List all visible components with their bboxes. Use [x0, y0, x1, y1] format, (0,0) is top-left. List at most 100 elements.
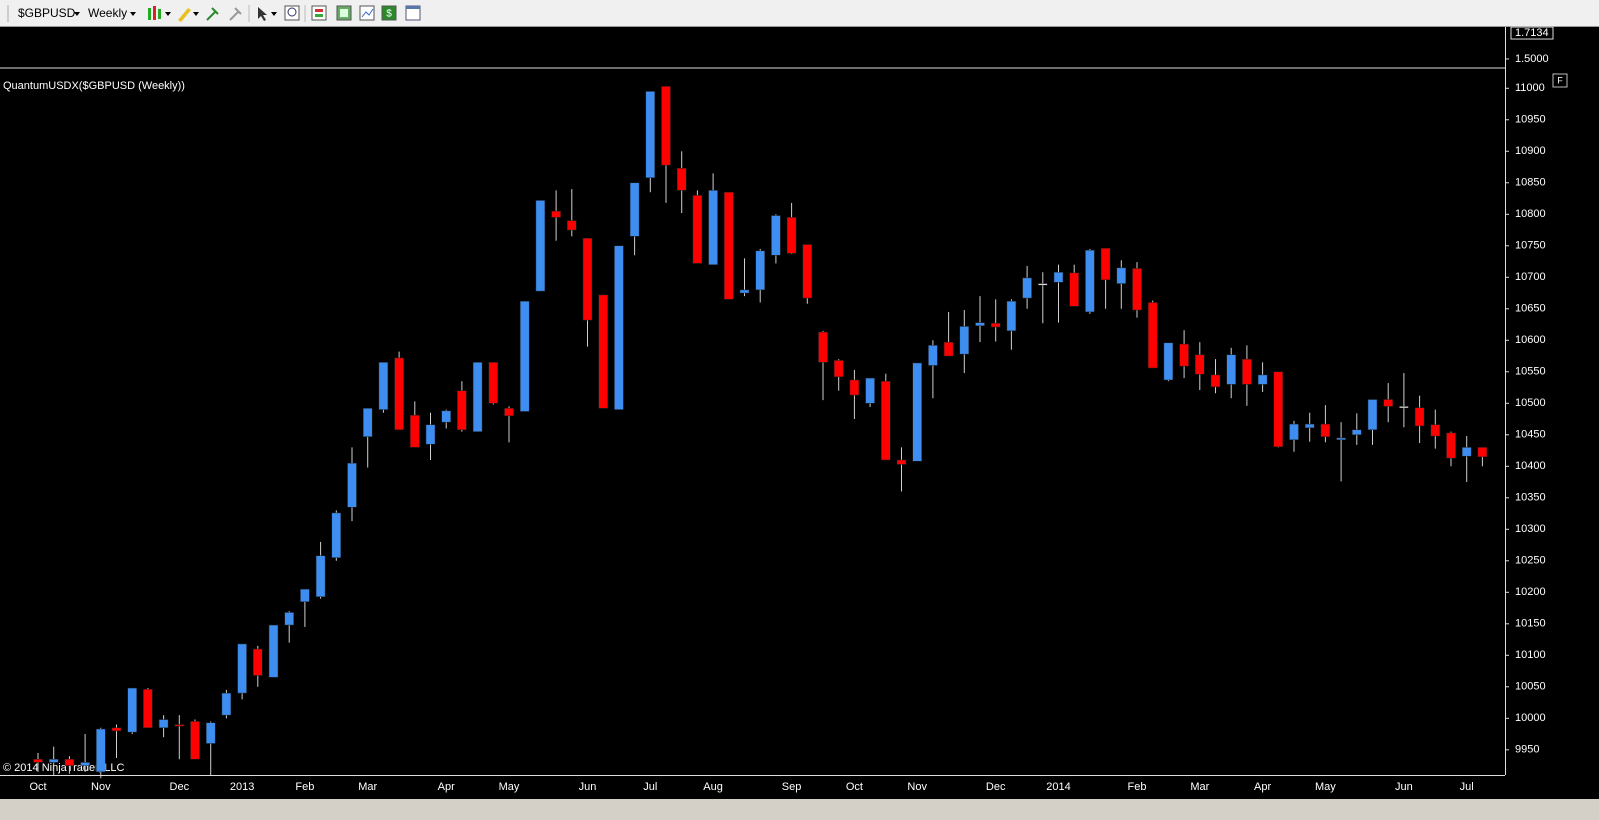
remove-indicator-button[interactable]: [229, 7, 242, 21]
candle-body: [519, 300, 530, 412]
candle-body: [1038, 283, 1048, 286]
order-button[interactable]: $: [381, 5, 397, 21]
y-tick-label: 10550: [1515, 366, 1546, 378]
candle-body: [786, 217, 797, 254]
y-tick-label: 10000: [1515, 712, 1546, 724]
candle-body: [645, 91, 656, 178]
candle-body: [111, 727, 122, 732]
x-tick-label: 2013: [230, 781, 254, 793]
pointer-button[interactable]: [258, 7, 277, 21]
x-tick-label: Oct: [29, 781, 46, 793]
y-tick-label: 10300: [1515, 523, 1546, 535]
candle-body: [1195, 354, 1205, 375]
candle-body: [567, 220, 577, 231]
candle-body: [912, 362, 922, 462]
y-tick-label: 10200: [1515, 586, 1546, 598]
candle-body: [865, 377, 875, 404]
candle-body: [80, 762, 90, 766]
price-marker-label: 1.7134: [1515, 27, 1549, 39]
candle-body: [1210, 374, 1221, 388]
add-indicator-button[interactable]: [206, 7, 219, 21]
drawing-tool-button[interactable]: [178, 8, 199, 22]
x-tick-label: Dec: [170, 781, 190, 793]
zoom-button[interactable]: [284, 5, 300, 21]
template-button[interactable]: [359, 5, 375, 21]
candle-body: [1383, 399, 1393, 407]
x-tick-label: Oct: [846, 781, 863, 793]
candle-body: [1179, 343, 1189, 367]
chart-title: QuantumUSDX($GBPUSD (Weekly)): [3, 80, 185, 92]
candle-body: [488, 362, 499, 404]
candle-body: [190, 721, 200, 760]
candle-body: [221, 692, 232, 716]
candle-body: [1006, 300, 1017, 332]
candle-body: [849, 379, 860, 396]
interval-selector[interactable]: Weekly: [88, 6, 127, 20]
candle-body: [1414, 407, 1425, 427]
candle-body: [315, 555, 326, 597]
candle-body: [990, 323, 1001, 328]
y-tick-label: 10100: [1515, 649, 1546, 661]
svg-text:$: $: [386, 9, 392, 20]
candle-body: [881, 380, 891, 461]
candle-body: [1053, 271, 1064, 283]
candle-body: [410, 415, 420, 448]
candle-body: [237, 643, 247, 694]
candle-body: [1085, 249, 1095, 313]
x-tick-label: Dec: [986, 781, 1006, 793]
candle-body: [535, 200, 546, 292]
candle-body: [1226, 354, 1236, 385]
candle-body: [1132, 268, 1142, 311]
candle-body: [661, 86, 671, 166]
candle-body: [33, 758, 43, 763]
pane-button-label[interactable]: F: [1557, 75, 1563, 85]
candle-body: [378, 362, 389, 410]
chart-style-button[interactable]: [148, 6, 171, 20]
x-tick-label: Jul: [1460, 781, 1474, 793]
candle-body: [1446, 432, 1456, 459]
pane-button[interactable]: [1552, 73, 1568, 88]
y-tick-label: 11000: [1515, 82, 1545, 94]
candle-body: [457, 390, 467, 430]
y-tick-label: 10150: [1515, 618, 1546, 630]
properties-button[interactable]: [336, 5, 352, 21]
x-tick-label: 2014: [1046, 781, 1070, 793]
y-tick-label: 10600: [1515, 334, 1546, 346]
data-box-button[interactable]: [311, 5, 327, 21]
candle-body: [614, 245, 624, 410]
candle-body: [1069, 272, 1079, 307]
instrument-selector[interactable]: $GBPUSD: [18, 6, 76, 20]
candle-body: [928, 345, 938, 366]
y-tick-label: 10700: [1515, 271, 1546, 283]
candle-body: [1100, 248, 1111, 281]
candle-body: [64, 758, 75, 766]
y-tick-label: 10650: [1515, 303, 1546, 315]
window-button[interactable]: [405, 5, 421, 21]
dropdown-arrow[interactable]: [130, 12, 136, 16]
candle-body: [582, 237, 593, 321]
x-tick-label: Nov: [91, 781, 111, 793]
candle-body: [1147, 302, 1158, 369]
candle-body: [692, 195, 703, 264]
candle-body: [1273, 371, 1284, 448]
candle-body: [1399, 406, 1409, 409]
candle-body: [724, 191, 734, 300]
candle-body: [504, 408, 514, 417]
x-tick-label: Jun: [579, 781, 597, 793]
candle-body: [253, 648, 263, 676]
candle-body: [362, 408, 373, 437]
candle-body: [802, 244, 813, 299]
x-tick-label: Jun: [1395, 781, 1413, 793]
candle-body: [755, 250, 765, 291]
x-tick-label: Apr: [438, 781, 455, 793]
candle-body: [1116, 267, 1127, 284]
x-tick-label: Jul: [643, 781, 657, 793]
y-tick-label: 10500: [1515, 397, 1546, 409]
y-tick-label: 1.5000: [1515, 53, 1549, 65]
dropdown-arrow[interactable]: [74, 12, 80, 16]
y-tick-label: 10400: [1515, 460, 1546, 472]
y-tick-label: 10250: [1515, 555, 1546, 567]
candle-body: [1336, 437, 1346, 441]
